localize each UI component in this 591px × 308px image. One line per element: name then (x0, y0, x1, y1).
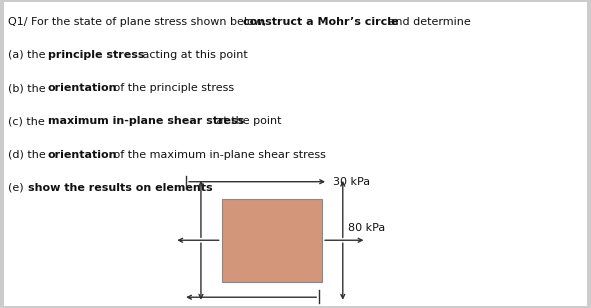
Text: 30 kPa: 30 kPa (333, 177, 370, 187)
Text: construct a Mohr’s circle: construct a Mohr’s circle (243, 17, 398, 27)
Text: at the point: at the point (213, 116, 281, 126)
Text: (d) the: (d) the (8, 150, 49, 160)
Text: acting at this point: acting at this point (139, 50, 248, 60)
Text: Q1/ For the state of plane stress shown below,: Q1/ For the state of plane stress shown … (8, 17, 269, 27)
Text: maximum in-plane shear stress: maximum in-plane shear stress (48, 116, 244, 126)
Text: (e): (e) (8, 183, 27, 193)
Text: 80 kPa: 80 kPa (348, 223, 385, 233)
Text: orientation: orientation (48, 150, 117, 160)
Text: (a) the: (a) the (8, 50, 48, 60)
Text: of the principle stress: of the principle stress (111, 83, 235, 93)
Text: orientation: orientation (48, 83, 117, 93)
Text: (c) the: (c) the (8, 116, 48, 126)
Text: principle stress: principle stress (48, 50, 144, 60)
Bar (222, 199, 322, 282)
Text: (b) the: (b) the (8, 83, 49, 93)
Text: and determine: and determine (385, 17, 471, 27)
Text: show the results on elements: show the results on elements (28, 183, 212, 193)
Text: of the maximum in-plane shear stress: of the maximum in-plane shear stress (111, 150, 326, 160)
